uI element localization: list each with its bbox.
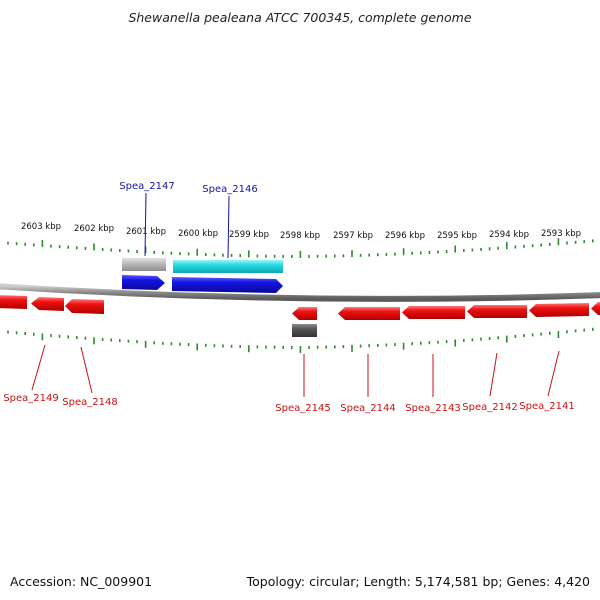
gene-arrow-spea-2147[interactable] [122, 275, 165, 290]
label-leader [227, 195, 230, 259]
gene-arrow-spea-2146[interactable] [172, 277, 283, 293]
gene-arrow-spea-2142[interactable] [467, 305, 527, 318]
gene-label-spea-2144[interactable]: Spea_2144 [340, 403, 395, 414]
label-leader [144, 192, 147, 257]
gene-arrow-spea-2143[interactable] [402, 306, 465, 319]
ruler-label: 2602 kbp [74, 224, 114, 234]
gene-label-spea-2143[interactable]: Spea_2143 [405, 403, 460, 414]
label-leader [489, 352, 498, 397]
page-title: Shewanella pealeana ATCC 700345, complet… [128, 10, 471, 25]
reverse-strand-features [0, 295, 600, 337]
forward-strand-features [122, 258, 283, 293]
label-leader [31, 344, 46, 391]
accession-label: Accession: NC_009901 [10, 574, 153, 589]
ruler-label: 2597 kbp [333, 231, 373, 241]
ruler-label: 2595 kbp [437, 231, 477, 241]
ruler-label: 2600 kbp [178, 229, 218, 239]
ruler-label: 2593 kbp [541, 229, 581, 239]
gene-arrow-spea-2141[interactable] [529, 303, 589, 317]
ruler-label: 2596 kbp [385, 231, 425, 241]
ruler-label: 2601 kbp [126, 227, 166, 237]
gene-feature-gray[interactable] [122, 258, 166, 271]
gene-arrow-spea-2148[interactable] [65, 299, 104, 314]
gene-label-spea-2145[interactable]: Spea_2145 [275, 403, 330, 414]
gene-label-spea-2146[interactable]: Spea_2146 [202, 184, 257, 195]
ruler-ticks-outer [7, 238, 594, 258]
gene-arrow-spea-2149[interactable] [31, 297, 64, 311]
genome-summary: Topology: circular; Length: 5,174,581 bp… [246, 574, 590, 589]
gene-feature-dark[interactable] [292, 324, 317, 337]
ruler-label: 2599 kbp [229, 230, 269, 240]
ruler-label: 2598 kbp [280, 231, 320, 241]
gene-label-spea-2142[interactable]: Spea_2142 [462, 402, 517, 413]
gene-label-spea-2141[interactable]: Spea_2141 [519, 401, 574, 412]
ruler-label: 2603 kbp [21, 222, 61, 232]
gene-label-spea-2148[interactable]: Spea_2148 [62, 397, 117, 408]
gene-labels: Spea_2147 Spea_2146 Spea_2149 Spea_2148 … [3, 181, 574, 414]
ruler-label: 2594 kbp [489, 230, 529, 240]
label-leader [547, 350, 560, 397]
gene-arrow-spea-2145[interactable] [292, 307, 317, 320]
ruler-labels: 2603 kbp 2602 kbp 2601 kbp 2600 kbp 2599… [21, 222, 581, 241]
label-leader [80, 346, 93, 394]
rna-feature[interactable] [173, 260, 283, 273]
gene-arrow-spea-2140-part[interactable] [591, 302, 600, 315]
gene-arrow-spea-2144[interactable] [338, 307, 400, 320]
ruler-ticks-inner [7, 327, 594, 353]
gene-label-spea-2147[interactable]: Spea_2147 [119, 181, 174, 192]
gene-label-spea-2149[interactable]: Spea_2149 [3, 393, 58, 404]
genome-backbone [0, 283, 600, 302]
gene-arrow-spea-2149-part[interactable] [0, 295, 27, 309]
